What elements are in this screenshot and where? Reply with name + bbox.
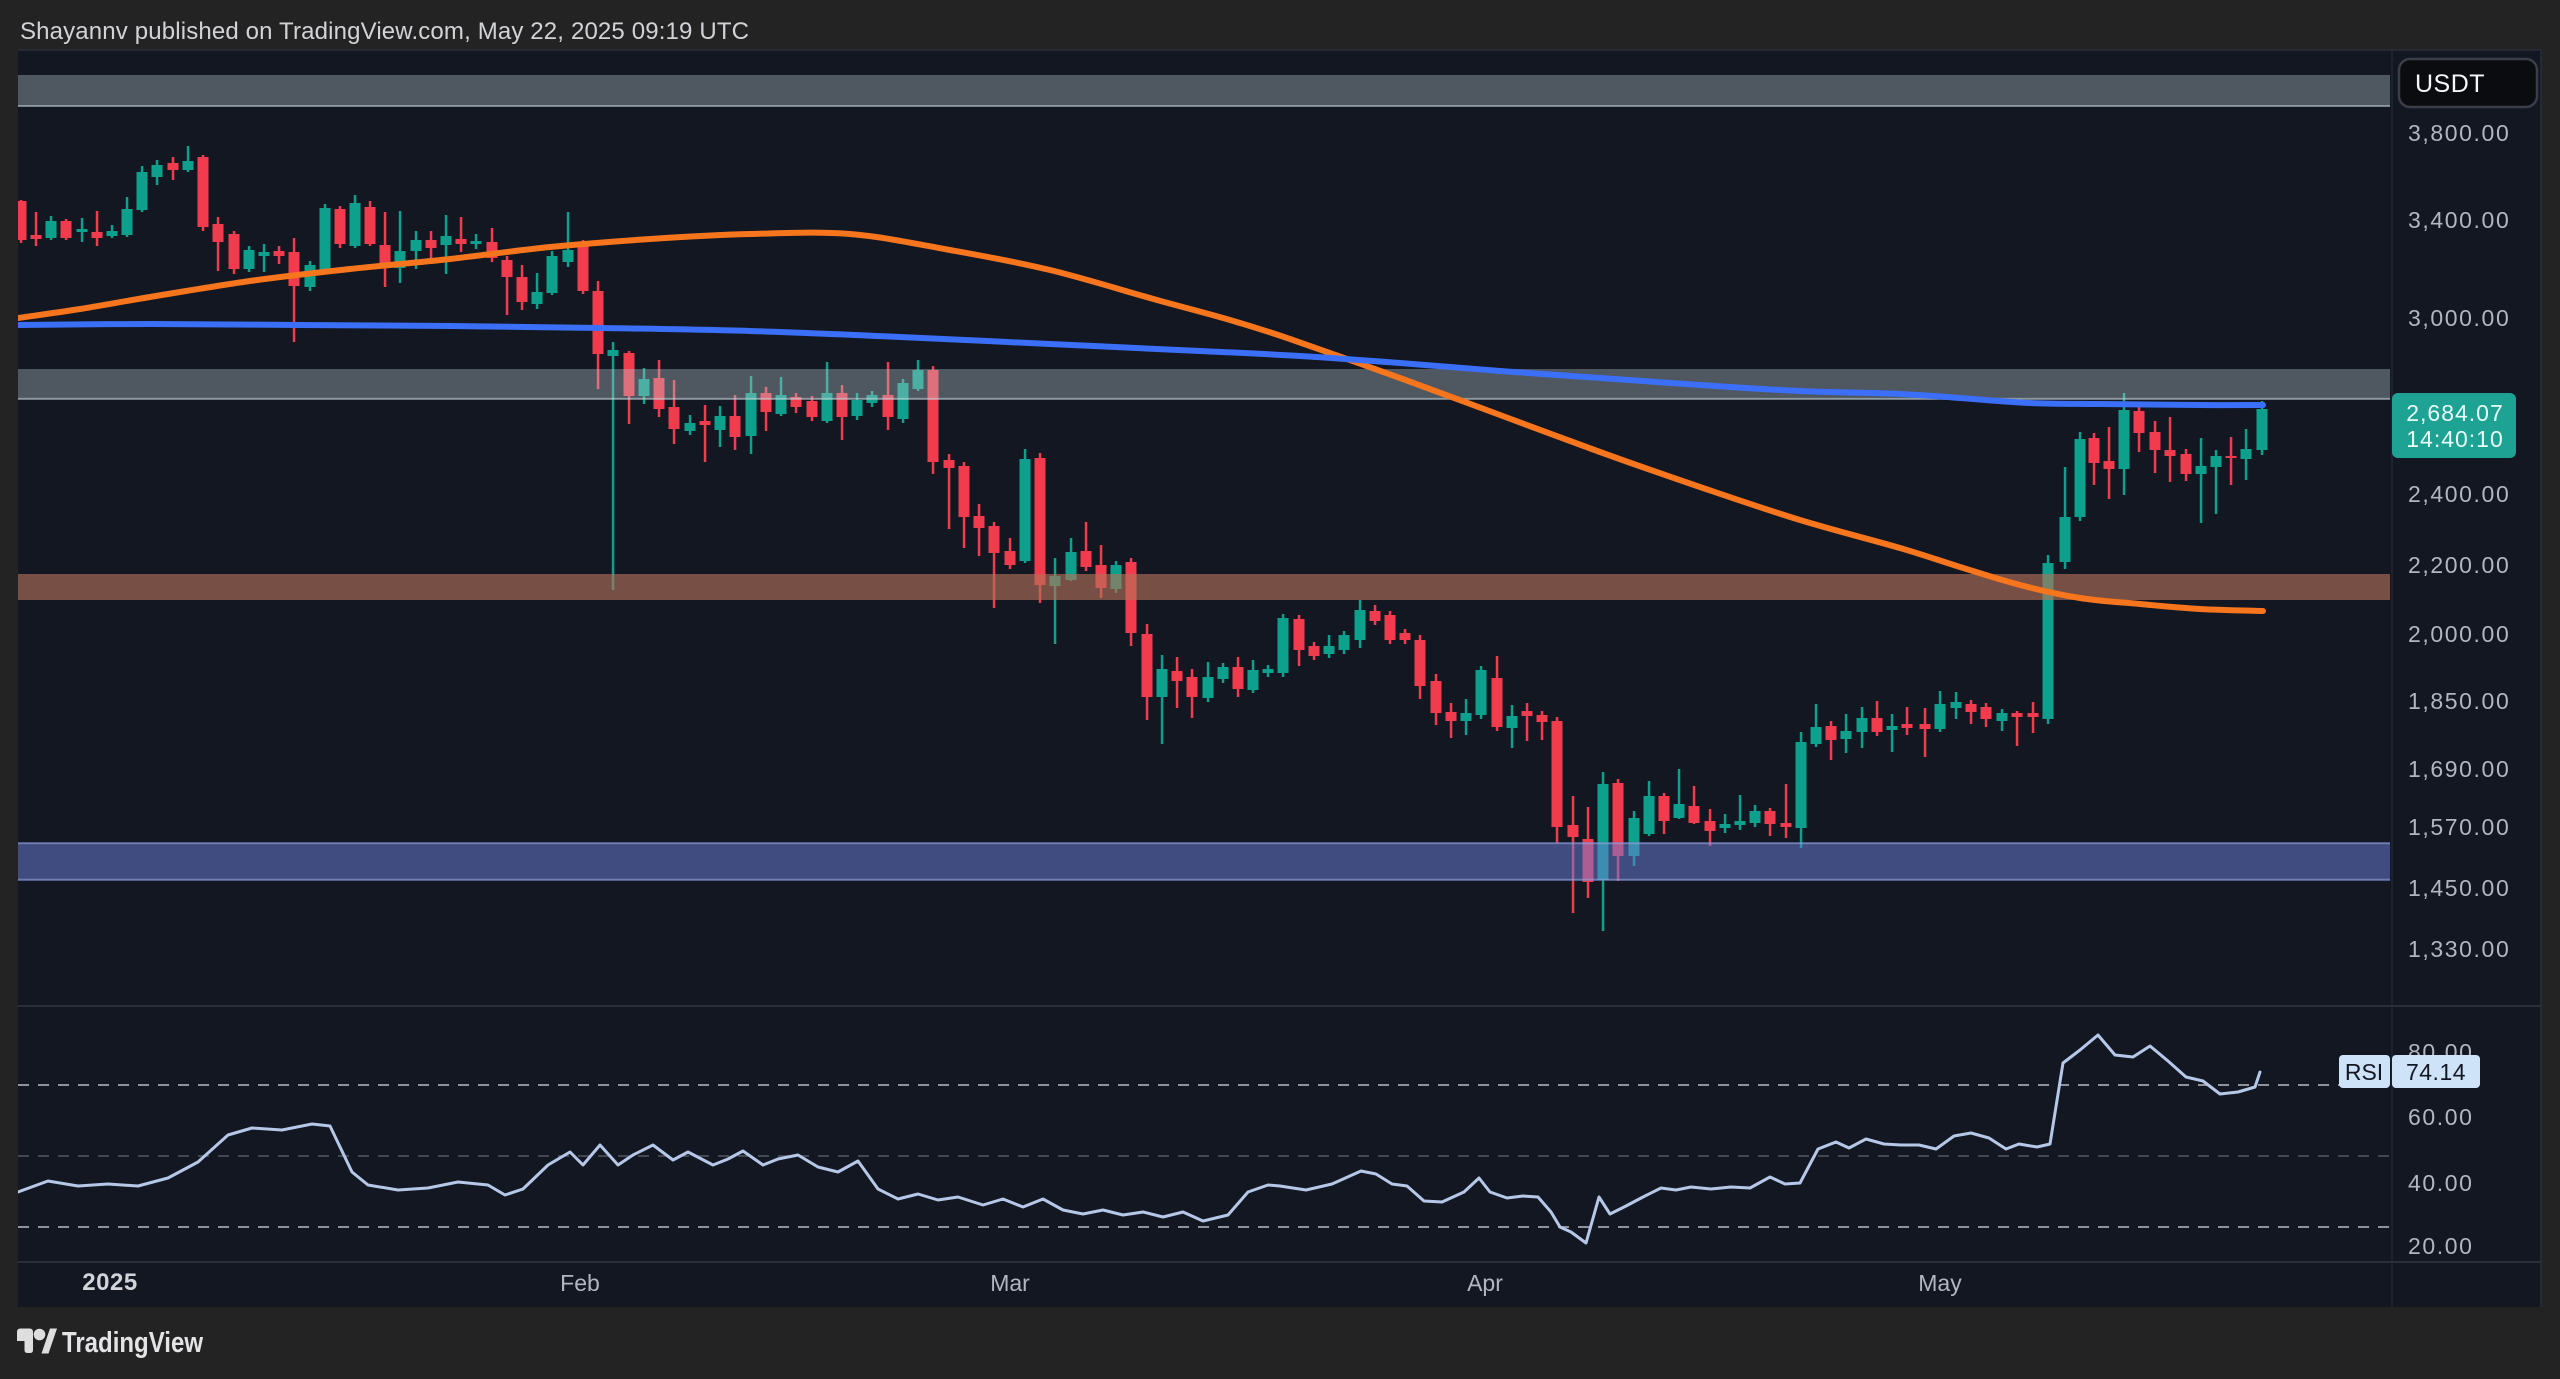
svg-text:1,850.00: 1,850.00 (2408, 688, 2510, 714)
svg-text:60.00: 60.00 (2408, 1104, 2474, 1130)
svg-text:3,000.00: 3,000.00 (2408, 305, 2510, 331)
svg-text:3,800.00: 3,800.00 (2408, 120, 2510, 146)
svg-text:Feb: Feb (560, 1270, 600, 1296)
svg-text:2,400.00: 2,400.00 (2408, 481, 2510, 507)
svg-text:TradingView: TradingView (62, 1327, 203, 1359)
svg-text:USDT: USDT (2415, 70, 2485, 98)
svg-text:40.00: 40.00 (2408, 1170, 2474, 1196)
svg-text:1,330.00: 1,330.00 (2408, 936, 2510, 962)
svg-text:2025: 2025 (82, 1269, 137, 1296)
svg-text:2,684.07: 2,684.07 (2406, 400, 2504, 426)
svg-text:Mar: Mar (990, 1270, 1030, 1296)
svg-text:Apr: Apr (1467, 1270, 1503, 1296)
svg-text:1,690.00: 1,690.00 (2408, 756, 2510, 782)
svg-text:74.14: 74.14 (2406, 1059, 2466, 1085)
svg-text:May: May (1918, 1270, 1962, 1296)
svg-text:2,000.00: 2,000.00 (2408, 621, 2510, 647)
svg-text:2,200.00: 2,200.00 (2408, 552, 2510, 578)
svg-text:1,450.00: 1,450.00 (2408, 875, 2510, 901)
svg-text:3,400.00: 3,400.00 (2408, 207, 2510, 233)
svg-text:20.00: 20.00 (2408, 1233, 2474, 1259)
svg-text:1,570.00: 1,570.00 (2408, 814, 2510, 840)
svg-text:Shayannv published on TradingV: Shayannv published on TradingView.com, M… (20, 18, 749, 45)
svg-text:14:40:10: 14:40:10 (2406, 426, 2504, 452)
svg-text:RSI: RSI (2345, 1059, 2383, 1085)
